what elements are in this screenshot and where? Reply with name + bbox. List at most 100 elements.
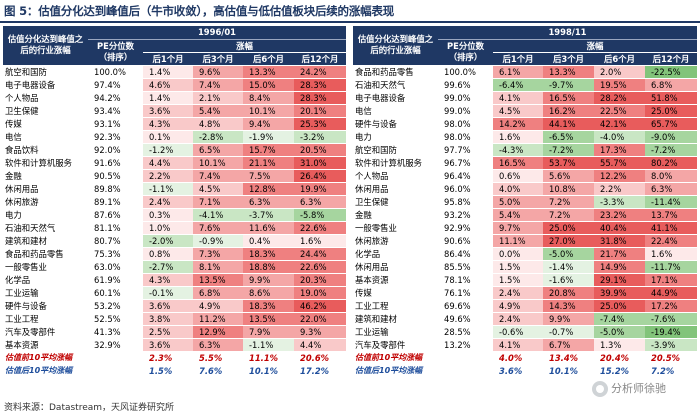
table-row: 基本资源 78.1% 1.5% -1.6% 29.1% 17.1% — [353, 273, 697, 287]
row-return-cell: -11.7% — [645, 260, 697, 274]
row-return-cell: -1.2% — [143, 143, 193, 157]
row-return-cell: 29.1% — [594, 273, 645, 287]
source-note: 资料来源：Datastream，天风证券研究所 — [4, 403, 175, 413]
table-row: 化学品 61.9% 4.3% 13.5% 9.9% 20.3% — [3, 273, 346, 287]
row-category: 软件和计算机服务 — [353, 156, 438, 170]
avg-value: 2.3% — [143, 350, 193, 365]
row-category: 电子电器设备 — [3, 78, 88, 92]
row-pe: 85.5% — [438, 260, 493, 274]
row-pe: 92.0% — [88, 143, 143, 157]
col-12m-header: 后12个月 — [645, 52, 697, 66]
row-pe: 52.5% — [88, 312, 143, 326]
row-return-cell: 4.9% — [193, 299, 243, 313]
row-pe: 97.7% — [438, 143, 493, 157]
row-return-cell: 2.0% — [594, 65, 645, 79]
table-row: 休闲用品 85.5% 1.5% -1.4% 14.9% -11.7% — [353, 260, 697, 274]
row-return-cell: 6.3% — [645, 182, 697, 196]
row-return-cell: 13.7% — [645, 208, 697, 222]
row-return-cell: 2.1% — [193, 91, 243, 105]
row-return-cell: 21.7% — [594, 247, 645, 261]
row-return-cell: 4.5% — [493, 104, 543, 118]
row-return-cell: 9.6% — [193, 65, 243, 79]
row-return-cell: 4.0% — [493, 182, 543, 196]
col-6m-header: 后6个月 — [594, 52, 645, 66]
row-category: 食品和药品零售 — [353, 65, 438, 79]
row-return-cell: 8.6% — [243, 286, 294, 300]
row-return-cell: 7.2% — [543, 195, 594, 209]
row-return-cell: 51.8% — [645, 91, 697, 105]
table-row: 休闲用品 89.8% -1.1% 4.5% 12.8% 19.9% — [3, 182, 346, 196]
row-return-cell: 6.7% — [543, 338, 594, 352]
row-return-cell: 20.3% — [294, 273, 346, 287]
row-pe: 96.4% — [438, 169, 493, 183]
category-header: 估值分化达到峰值之后的行业涨幅 — [3, 26, 88, 66]
row-return-cell: 16.2% — [543, 104, 594, 118]
row-return-cell: 80.2% — [645, 156, 697, 170]
rise-header: 涨幅 — [493, 39, 697, 53]
table-row: 硬件与设备 53.2% 3.6% 4.9% 18.3% 46.2% — [3, 299, 346, 313]
row-pe: 78.1% — [438, 273, 493, 287]
table-row: 软件和计算机服务 91.6% 4.4% 10.1% 21.1% 31.0% — [3, 156, 346, 170]
row-category: 休闲旅游 — [353, 234, 438, 248]
row-return-cell: 7.5% — [243, 169, 294, 183]
watermark: 分析师徐驰 — [592, 380, 666, 397]
row-return-cell: 6.8% — [193, 286, 243, 300]
row-pe: 63.0% — [88, 260, 143, 274]
row-return-cell: 13.5% — [193, 273, 243, 287]
row-pe: 99.6% — [438, 78, 493, 92]
avg-value: 5.5% — [193, 350, 243, 365]
table-row: 食品和药品零售 100.0% 6.1% 13.3% 2.0% -22.5% — [353, 65, 697, 79]
row-return-cell: 10.8% — [543, 182, 594, 196]
row-return-cell: 2.4% — [493, 312, 543, 326]
row-return-cell: 4.6% — [143, 78, 193, 92]
row-return-cell: 6.8% — [645, 78, 697, 92]
row-return-cell: 4.9% — [493, 299, 543, 313]
row-category: 电力 — [353, 130, 438, 144]
row-category: 电子电器设备 — [353, 91, 438, 105]
row-return-cell: 0.8% — [143, 247, 193, 261]
table-row: 电力 98.0% 1.6% -6.5% -4.0% -9.0% — [353, 130, 697, 144]
col-3m-header: 后3个月 — [193, 52, 243, 66]
col-1m-header: 后1个月 — [143, 52, 193, 66]
row-category: 卫生保健 — [3, 104, 88, 118]
row-return-cell: -7.2% — [543, 143, 594, 157]
row-return-cell: 26.4% — [294, 169, 346, 183]
row-pe: 93.4% — [88, 104, 143, 118]
table-row: 建筑和建材 49.6% 2.4% 9.9% -7.4% -7.6% — [353, 312, 697, 326]
row-return-cell: 11.6% — [243, 221, 294, 235]
watermark-text: 分析师徐驰 — [611, 382, 666, 395]
row-return-cell: 9.7% — [493, 221, 543, 235]
row-category: 工业工程 — [3, 312, 88, 326]
row-return-cell: -5.0% — [594, 325, 645, 339]
table-row: 休闲旅游 89.1% 2.4% 7.1% 6.3% 6.3% — [3, 195, 346, 209]
table-row: 食品饮料 92.0% -1.2% 6.5% 15.7% 20.5% — [3, 143, 346, 157]
avg-value: 17.2% — [294, 364, 346, 378]
row-return-cell: -2.8% — [193, 130, 243, 144]
row-return-cell: -0.9% — [193, 234, 243, 248]
row-return-cell: 10.1% — [243, 104, 294, 118]
row-category: 航空和国防 — [353, 143, 438, 157]
table-row: 电力 87.6% 0.3% -4.1% -3.7% -5.8% — [3, 208, 346, 222]
row-return-cell: 13.5% — [243, 312, 294, 326]
row-category: 电信 — [353, 104, 438, 118]
row-return-cell: 4.3% — [143, 117, 193, 131]
row-category: 食品和药品零售 — [3, 247, 88, 261]
row-return-cell: 12.2% — [594, 169, 645, 183]
row-pe: 60.1% — [88, 286, 143, 300]
row-return-cell: 5.6% — [543, 169, 594, 183]
avg-label: 估值前10平均涨幅 — [3, 350, 143, 365]
row-return-cell: 22.5% — [594, 104, 645, 118]
row-return-cell: -0.1% — [143, 286, 193, 300]
row-return-cell: 1.6% — [493, 130, 543, 144]
row-return-cell: 20.1% — [294, 104, 346, 118]
row-category: 基本资源 — [353, 273, 438, 287]
avg-value: 20.5% — [645, 350, 697, 365]
row-category: 软件和计算机服务 — [3, 156, 88, 170]
row-return-cell: 1.6% — [645, 247, 697, 261]
row-return-cell: 24.4% — [294, 247, 346, 261]
row-return-cell: 16.5% — [493, 156, 543, 170]
row-return-cell: 22.6% — [294, 221, 346, 235]
row-return-cell: -0.6% — [493, 325, 543, 339]
row-return-cell: 15.7% — [243, 143, 294, 157]
row-return-cell: 18.3% — [243, 247, 294, 261]
